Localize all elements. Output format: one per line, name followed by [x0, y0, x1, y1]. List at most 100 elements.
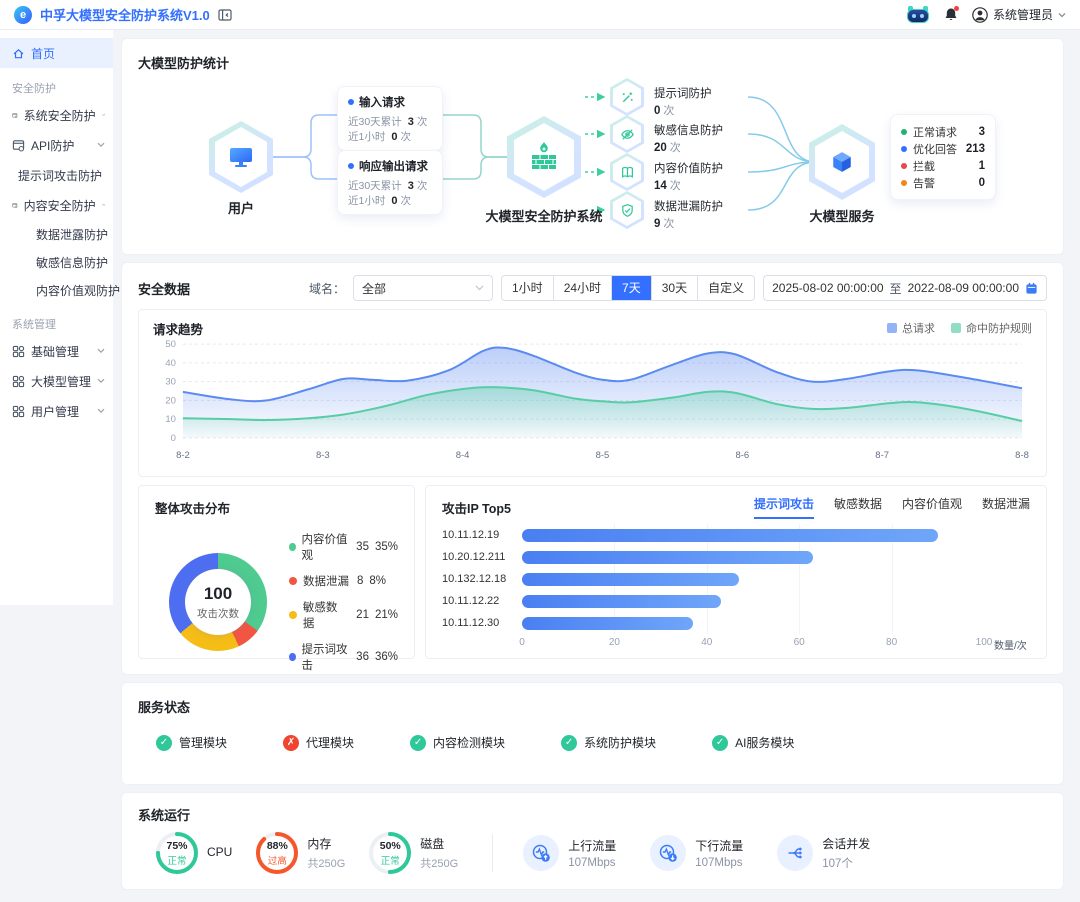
range-button[interactable]: 7天	[611, 276, 651, 300]
service-stat-label: 优化回答	[913, 143, 957, 156]
bar-axis-tick: 60	[793, 637, 805, 648]
legend-item[interactable]: 命中防护规则	[951, 320, 1032, 336]
protection-stats-card: 大模型防护统计	[121, 38, 1064, 255]
sidebar-item-label: 首页	[31, 46, 56, 61]
eye-off-icon	[620, 128, 634, 140]
sidebar-item-model-mgmt[interactable]: 大模型管理	[0, 366, 113, 396]
service-stat-value: 213	[965, 142, 985, 155]
sidebar-item-content-security[interactable]: 内容安全防护	[0, 190, 113, 220]
bar-track	[522, 550, 984, 564]
chevron-down-icon	[97, 408, 105, 414]
disk-gauge: 50% 正常 磁盘 共250G	[367, 830, 458, 876]
date-range-picker[interactable]: 2025-08-02 00:00:00 至 2022-08-09 00:00:0…	[763, 275, 1047, 301]
sidebar-item-data-leak[interactable]: 数据泄露防护	[36, 227, 109, 242]
trend-legend: 总请求 命中防护规则	[887, 320, 1032, 336]
range-button[interactable]: 24小时	[552, 276, 611, 300]
main-content: 大模型防护统计	[113, 30, 1080, 897]
range-button[interactable]: 30天	[650, 276, 697, 300]
legend-pct: 35%	[374, 541, 398, 553]
blue-dot	[348, 163, 354, 169]
service-stat-value: 3	[978, 125, 985, 138]
service-stat-value: 1	[978, 159, 985, 172]
protection-item: 内容价值防护 14 次	[654, 160, 804, 193]
download-traffic-icon	[659, 844, 678, 862]
protection-unit: 次	[669, 142, 681, 154]
bar-category: 10.11.12.30	[442, 617, 500, 629]
tab-data-leak[interactable]: 数据泄漏	[981, 497, 1030, 511]
sidebar-item-label: 提示词攻击防护	[18, 168, 103, 183]
request-trend-chart: 0 10 20 30 40 50 8-2 8-3 8-4 8-5 8-6 8-7 8-8	[165, 339, 1028, 461]
sidebar-item-sensitive-info[interactable]: 敏感信息防护	[36, 255, 109, 270]
grid-icon	[12, 405, 25, 417]
stat-value: 0	[391, 130, 398, 143]
protection-unit: 次	[663, 105, 675, 117]
app-title: 中孚大模型安全防护系统V1.0	[40, 8, 210, 23]
prompt-protection-hex	[610, 78, 644, 116]
stat-unit: 次	[416, 116, 428, 128]
content-value-protection-hex	[610, 153, 644, 191]
legend-item[interactable]: 敏感数据 21 21%	[289, 599, 398, 631]
tab-sensitive-data[interactable]: 敏感数据	[833, 497, 882, 511]
service-stat-dot	[901, 179, 907, 186]
sidebar-collapse-icon[interactable]	[218, 8, 232, 22]
sidebar-item-user-mgmt[interactable]: 用户管理	[0, 396, 113, 426]
memory-gauge: 88% 过高 内存 共250G	[254, 830, 345, 876]
bar-track	[522, 594, 984, 608]
domain-select[interactable]: 全部	[353, 275, 493, 301]
sidebar-item-home[interactable]: 首页	[0, 38, 113, 68]
service-status-label: 代理模块	[306, 736, 355, 750]
range-button[interactable]: 1小时	[512, 281, 543, 295]
input-request-card: 输入请求 近30天累计 3 次 近1小时 0 次	[337, 86, 443, 151]
concurrency-metric: 会话并发 107个	[777, 835, 870, 871]
firewall-icon	[532, 142, 556, 169]
legend-item[interactable]: 数据泄漏 8 8%	[289, 573, 398, 589]
download-traffic-metric: 下行流量 107Mbps	[650, 835, 743, 871]
user-menu[interactable]: 系统管理员	[972, 6, 1066, 23]
legend-item[interactable]: 提示词攻击 36 36%	[289, 641, 398, 673]
sidebar-item-basic-mgmt[interactable]: 基础管理	[0, 336, 113, 366]
gauge-ring-progress	[369, 832, 412, 874]
time-range-group: 1小时 24小时 7天 30天 自定义	[501, 275, 756, 301]
date-end: 2022-08-09 00:00:00	[907, 281, 1019, 295]
gauge-ring	[369, 832, 412, 874]
domain-select-value: 全部	[362, 281, 387, 296]
legend-item[interactable]: 内容价值观 35 35%	[289, 531, 398, 563]
chevron-down-icon	[475, 285, 484, 291]
monitor-icon	[230, 148, 252, 167]
sidebar-item-prompt-attack[interactable]: 提示词攻击防护	[0, 160, 113, 190]
attack-bar-fill	[522, 572, 740, 586]
protection-count: 14	[654, 180, 667, 192]
legend-label: 敏感数据	[302, 602, 338, 630]
chart-title: 攻击IP Top5	[442, 501, 511, 516]
range-button[interactable]: 自定义	[697, 276, 754, 300]
wand-icon	[622, 91, 633, 102]
section-title: 大模型防护统计	[138, 56, 230, 71]
bar-axis-tick: 0	[519, 637, 525, 648]
notification-bell-icon[interactable]	[944, 6, 959, 22]
service-status-item: ✗ 代理模块	[283, 734, 354, 751]
sidebar-item-label: 大模型管理	[30, 374, 91, 389]
bar-category: 10.11.12.22	[442, 595, 500, 607]
tab-prompt-attack[interactable]: 提示词攻击	[753, 495, 814, 519]
protection-item: 数据泄漏防护 9 次	[654, 198, 804, 231]
gauge-pct: 75%	[166, 839, 188, 852]
sidebar-item-system-security[interactable]: 系统安全防护	[0, 100, 113, 130]
bar-axis-tick: 40	[701, 637, 713, 648]
tab-content-values[interactable]: 内容价值观	[901, 497, 962, 511]
service-stat-label: 正常请求	[913, 126, 957, 139]
stat-label: 近1小时	[348, 195, 386, 207]
legend-label: 命中防护规则	[966, 323, 1032, 335]
service-stats-box: 正常请求 3 优化回答 213 拦截 1 告警 0	[890, 114, 996, 200]
stat-unit: 次	[400, 131, 411, 143]
service-status-label: 内容检测模块	[433, 736, 506, 750]
upload-traffic-icon	[532, 844, 550, 862]
service-status-icon: ✓	[561, 734, 578, 751]
sidebar-item-api-protection[interactable]: API防护	[0, 130, 113, 160]
protection-unit: 次	[669, 180, 681, 192]
legend-item[interactable]: 总请求	[887, 320, 935, 336]
legend-pct: 36%	[374, 651, 398, 663]
svg-text:50: 50	[165, 339, 176, 350]
sidebar-item-content-values[interactable]: 内容价值观防护	[36, 283, 121, 298]
ai-assistant-icon[interactable]	[906, 6, 930, 23]
gauge-name: 内存	[307, 837, 332, 851]
